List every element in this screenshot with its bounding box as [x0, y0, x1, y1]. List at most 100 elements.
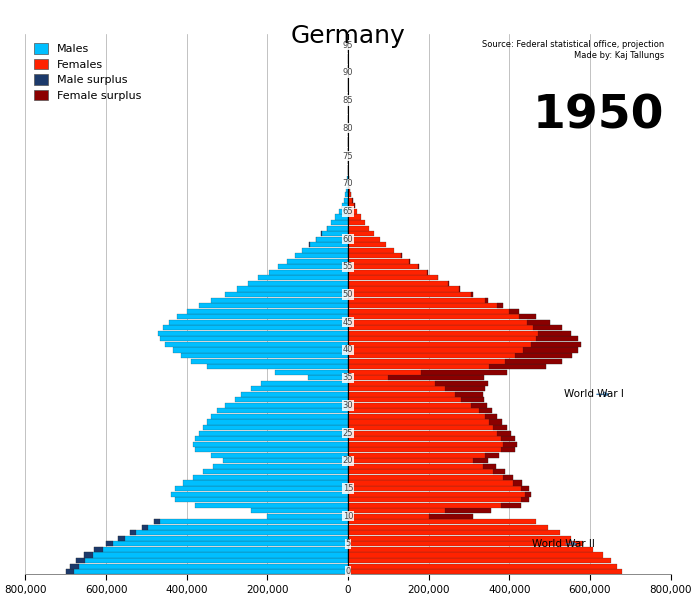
- Bar: [348, 480, 522, 486]
- Bar: [94, 547, 103, 552]
- Bar: [348, 370, 507, 375]
- Bar: [348, 519, 535, 524]
- Bar: [211, 453, 348, 458]
- Bar: [344, 198, 348, 203]
- Bar: [155, 519, 348, 524]
- Bar: [287, 259, 348, 264]
- Bar: [348, 286, 460, 292]
- Bar: [420, 370, 507, 375]
- Bar: [348, 225, 369, 231]
- Bar: [251, 386, 348, 391]
- Bar: [528, 320, 550, 325]
- Bar: [159, 331, 348, 336]
- Bar: [493, 470, 505, 474]
- Bar: [155, 519, 161, 524]
- Bar: [485, 453, 499, 458]
- Bar: [348, 203, 355, 208]
- Bar: [501, 447, 515, 452]
- Bar: [459, 286, 460, 292]
- Bar: [191, 359, 348, 364]
- Bar: [348, 564, 617, 568]
- Bar: [347, 181, 348, 186]
- Bar: [493, 425, 507, 430]
- Bar: [348, 508, 491, 513]
- Bar: [173, 347, 348, 353]
- Text: 50: 50: [342, 290, 354, 299]
- Bar: [348, 192, 351, 197]
- Bar: [195, 503, 348, 508]
- Bar: [130, 530, 348, 536]
- Bar: [348, 425, 507, 430]
- Bar: [534, 325, 562, 331]
- Bar: [295, 253, 348, 258]
- Bar: [489, 419, 503, 425]
- Bar: [203, 470, 348, 474]
- Text: 65: 65: [342, 207, 354, 216]
- Text: 0: 0: [345, 567, 351, 576]
- Bar: [348, 547, 593, 552]
- Text: Germany: Germany: [291, 24, 405, 48]
- Bar: [348, 237, 380, 242]
- Text: Source: Federal statistical office, projection
Made by: Kaj Tallungs: Source: Federal statistical office, proj…: [482, 40, 664, 60]
- Bar: [348, 552, 603, 558]
- Text: 95: 95: [342, 41, 354, 50]
- Bar: [348, 253, 402, 258]
- Bar: [521, 486, 529, 491]
- Bar: [175, 486, 348, 491]
- Bar: [348, 292, 473, 297]
- Bar: [195, 447, 348, 452]
- Bar: [84, 552, 93, 558]
- Bar: [485, 298, 489, 302]
- Bar: [195, 436, 348, 441]
- Bar: [509, 308, 519, 314]
- Bar: [348, 397, 484, 403]
- Bar: [118, 536, 348, 541]
- Bar: [348, 259, 410, 264]
- Bar: [70, 564, 79, 568]
- Bar: [348, 209, 357, 214]
- Bar: [161, 337, 348, 341]
- Bar: [348, 381, 489, 386]
- Bar: [348, 364, 546, 369]
- Bar: [348, 220, 365, 225]
- Bar: [162, 325, 348, 331]
- Bar: [84, 552, 348, 558]
- Bar: [223, 458, 348, 464]
- Bar: [339, 209, 348, 214]
- Text: 75: 75: [342, 152, 354, 161]
- Bar: [348, 419, 503, 425]
- Bar: [348, 314, 535, 319]
- Bar: [505, 359, 562, 364]
- Bar: [348, 342, 581, 347]
- Bar: [241, 392, 348, 397]
- Bar: [348, 409, 492, 413]
- Bar: [168, 320, 348, 325]
- Bar: [326, 225, 348, 231]
- Bar: [348, 298, 489, 302]
- Bar: [225, 403, 348, 408]
- Bar: [342, 203, 348, 208]
- Bar: [348, 541, 583, 546]
- Bar: [348, 458, 489, 464]
- Bar: [445, 508, 491, 513]
- Bar: [489, 364, 546, 369]
- Bar: [348, 264, 418, 270]
- Text: 1950: 1950: [532, 93, 664, 138]
- Bar: [106, 541, 348, 546]
- Bar: [471, 292, 473, 297]
- Bar: [348, 470, 505, 474]
- Bar: [235, 397, 348, 403]
- Bar: [348, 242, 386, 247]
- Bar: [501, 436, 514, 441]
- Bar: [258, 276, 348, 280]
- Bar: [345, 192, 348, 197]
- Text: 40: 40: [342, 346, 354, 355]
- Bar: [537, 331, 571, 336]
- Bar: [303, 248, 348, 253]
- Bar: [483, 464, 496, 469]
- Bar: [348, 181, 349, 186]
- Bar: [348, 270, 428, 275]
- Text: 35: 35: [342, 373, 354, 382]
- Bar: [225, 292, 348, 297]
- Bar: [348, 375, 484, 380]
